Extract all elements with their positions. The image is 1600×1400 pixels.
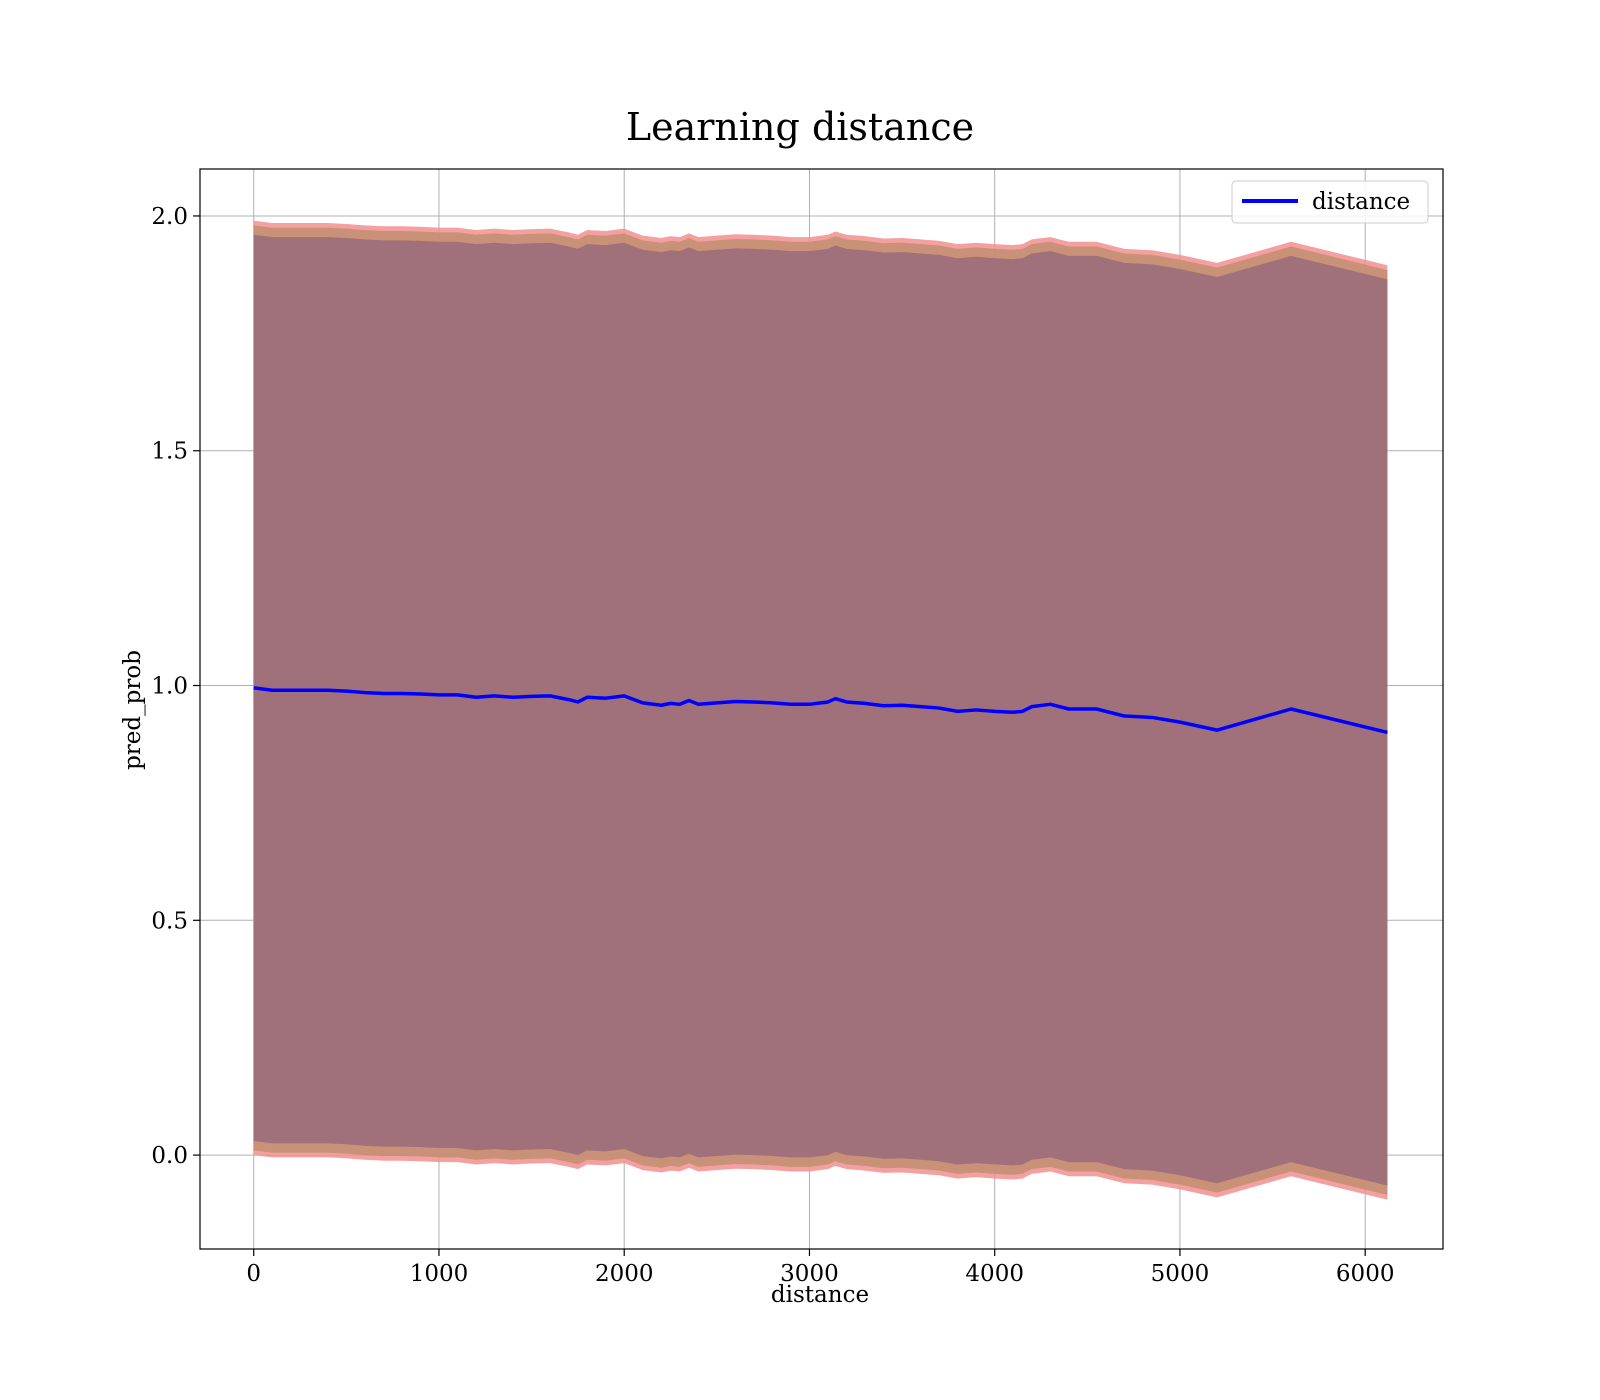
band-inner [253,234,1388,1186]
x-axis-ticks: 0 1000 2000 3000 4000 5000 6000 [246,1249,1394,1287]
x-tick-label: 4000 [965,1261,1024,1287]
y-tick-label: 0.5 [151,908,188,934]
x-tick-label: 1000 [410,1261,469,1287]
y-axis-label: pred_prob [120,650,146,770]
chart-title: Learning distance [626,105,974,149]
y-tick-label: 2.0 [151,204,188,230]
y-tick-label: 0.0 [151,1143,188,1169]
confidence-bands [253,220,1388,1200]
y-tick-label: 1.5 [151,439,188,465]
y-tick-label: 1.0 [151,674,188,700]
legend-box [1231,180,1429,224]
plot-area [199,168,1444,1250]
series-line-distance [253,686,1388,735]
x-axis-label: distance [771,1282,869,1308]
legend: distance [1231,180,1429,224]
x-tick-label: 5000 [1151,1261,1210,1287]
x-tick-label: 6000 [1336,1261,1395,1287]
series-lines [253,686,1388,735]
y-axis-ticks: 0.0 0.5 1.0 1.5 2.0 [151,204,200,1169]
x-tick-label: 2000 [595,1261,654,1287]
x-tick-label: 3000 [780,1261,839,1287]
legend-entry-distance: distance [1312,189,1410,215]
x-tick-label: 0 [246,1261,261,1287]
